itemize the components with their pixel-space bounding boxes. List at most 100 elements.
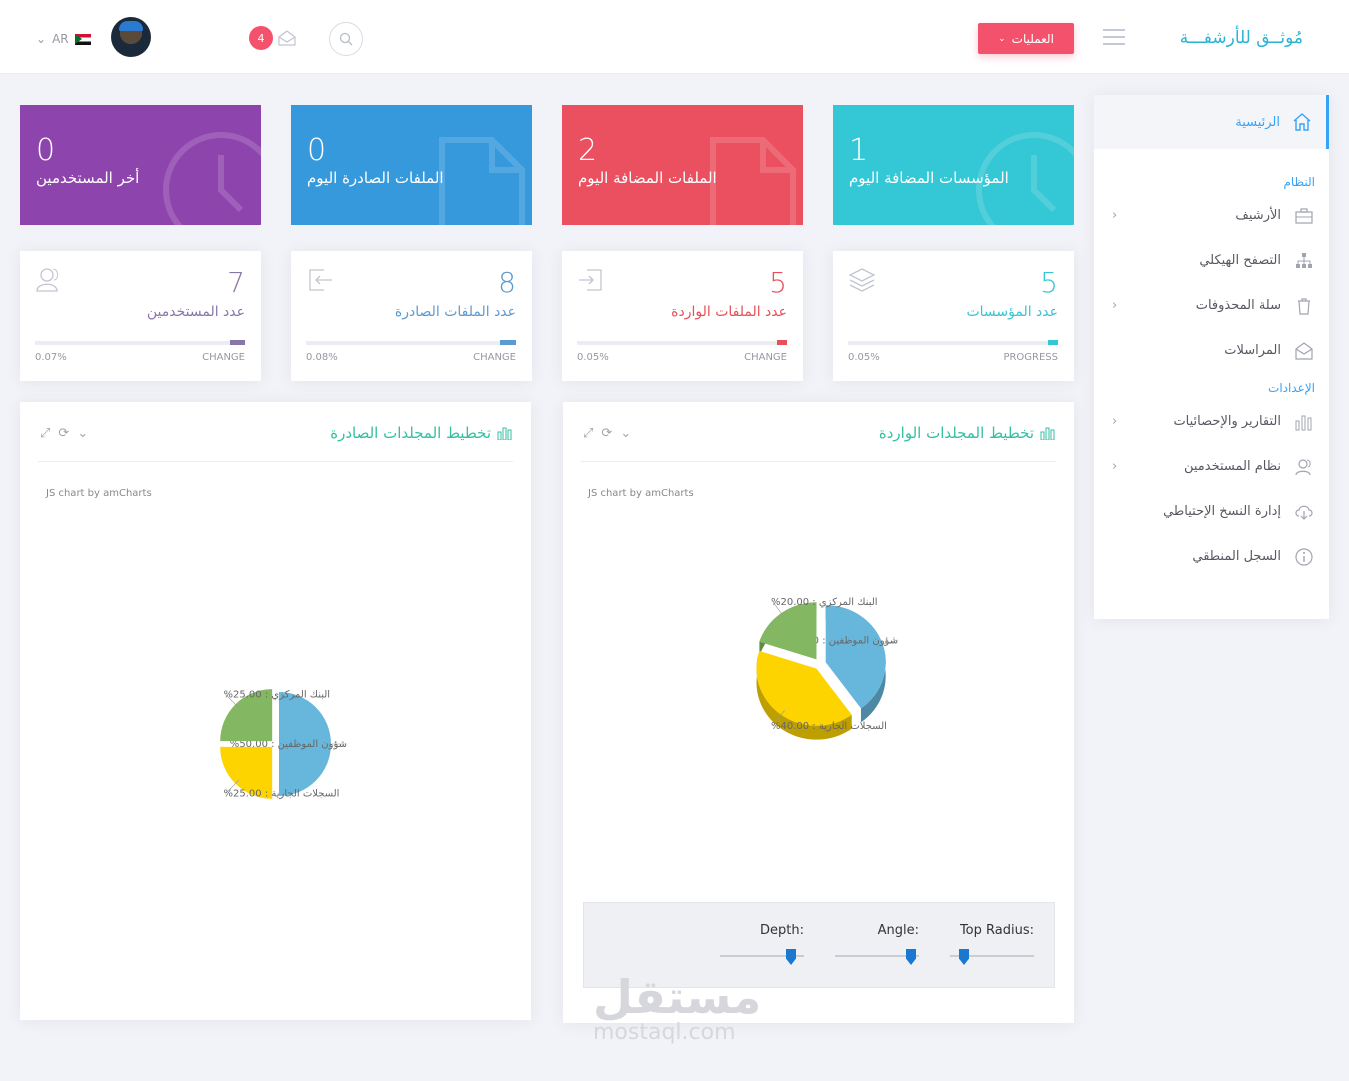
outgoing-pie-chart: شؤون الموظفين : 50.00% السجلات الجارية : …	[220, 689, 347, 799]
language-selector[interactable]: ⌄ AR	[36, 32, 91, 46]
slider-thumb[interactable]	[959, 949, 969, 965]
brand-logo[interactable]: مُوثــق للأرشفـــة	[1179, 28, 1303, 48]
tile-value: 0	[307, 133, 327, 168]
sidebar-item-label: التقارير والإحصائيات	[1173, 414, 1281, 429]
pie-data-label: السجلات الجارية : 40.00%	[771, 721, 887, 732]
portlet-tools: ⤢ ⟳ ⌄	[40, 426, 88, 441]
sidebar-item[interactable]: إدارة النسخ الإحتياطي	[1094, 489, 1329, 534]
portlet-header: تخطيط المجلدات الصادرة ⤢ ⟳ ⌄	[38, 402, 513, 462]
progress-bar	[848, 340, 1058, 345]
users-icon	[1293, 456, 1315, 478]
chart-controls: Top Radius: Angle: Depth:	[583, 902, 1055, 988]
menu-toggle-icon[interactable]	[1103, 29, 1125, 45]
pie-label-line	[225, 694, 240, 709]
progress-fill	[1047, 340, 1058, 345]
slider-thumb[interactable]	[786, 949, 796, 965]
slider-thumb[interactable]	[906, 949, 916, 965]
bar-chart-icon	[497, 427, 512, 440]
tile-value: 0	[36, 133, 56, 168]
counter-status: PROGRESS	[1003, 352, 1058, 363]
pie-data-label: السجلات الجارية : 25.00%	[224, 788, 340, 799]
expand-icon[interactable]: ⤢	[583, 426, 594, 441]
layers-icon	[848, 268, 876, 292]
pie-slice[interactable]	[759, 602, 817, 660]
sidebar-item[interactable]: الأرشيف ‹	[1094, 193, 1329, 238]
chevron-left-icon: ‹	[1112, 414, 1118, 429]
pie-slice[interactable]	[756, 650, 852, 726]
tile-label: أخر المستخدمين	[36, 169, 140, 187]
top-radius-label: Top Radius:	[959, 923, 1034, 938]
bar-chart-icon	[1040, 427, 1055, 440]
info-icon	[1293, 546, 1315, 568]
sidebar-item[interactable]: السجل المنطقي	[1094, 534, 1329, 579]
collapse-icon[interactable]: ⌄	[620, 426, 632, 441]
pie-data-label: البنك المركزي : 25.00%	[224, 690, 331, 701]
pie-slice[interactable]	[825, 605, 886, 709]
stat-tile[interactable]: 0 أخر المستخدمين	[20, 105, 261, 225]
sidebar-item-label: إدارة النسخ الإحتياطي	[1163, 504, 1281, 519]
counter-value: 5	[769, 266, 787, 299]
collapse-icon[interactable]: ⌄	[77, 426, 89, 441]
pie-slice[interactable]	[220, 689, 273, 742]
portlet-header: تخطيط المجلدات الواردة ⤢ ⟳ ⌄	[581, 402, 1056, 462]
depth-label: Depth:	[760, 923, 804, 938]
tile-label: الملفات المضافة اليوم	[578, 169, 717, 187]
counter-value: 7	[227, 266, 245, 299]
portlet-tools: ⤢ ⟳ ⌄	[583, 426, 631, 441]
chart-credit[interactable]: JS chart by amCharts	[46, 488, 152, 499]
sidebar-item[interactable]: المراسلات	[1094, 328, 1329, 373]
sidebar-item-label: الأرشيف	[1235, 208, 1281, 223]
sidebar-item[interactable]: نظام المستخدمين ‹	[1094, 444, 1329, 489]
chart-credit[interactable]: JS chart by amCharts	[588, 488, 694, 499]
progress-bar	[306, 340, 516, 345]
reload-icon[interactable]: ⟳	[601, 426, 613, 441]
cloud-download-icon	[1293, 501, 1315, 523]
pie-data-label: البنك المركزي : 20.00%	[771, 597, 878, 608]
stat-tile[interactable]: 0 الملفات الصادرة اليوم	[291, 105, 532, 225]
pie-label-line	[876, 640, 897, 647]
mail-open-icon	[1293, 340, 1315, 362]
pie-slice[interactable]	[279, 692, 331, 796]
stat-tile[interactable]: 1 المؤسسات المضافة اليوم	[833, 105, 1074, 225]
counter-title: عدد المؤسسات	[966, 304, 1058, 320]
sidebar-item-home[interactable]: الرئيسية	[1094, 95, 1329, 149]
incoming-folders-chart-portlet: تخطيط المجلدات الواردة ⤢ ⟳ ⌄ JS chart by…	[563, 402, 1074, 1023]
top-radius-slider[interactable]	[950, 949, 1034, 965]
stat-tile[interactable]: 2 الملفات المضافة اليوم	[562, 105, 803, 225]
counter-card: 8 عدد الملفات الصادرة 0.08% CHANGE	[291, 251, 532, 381]
reload-icon[interactable]: ⟳	[58, 426, 70, 441]
portlet-title: تخطيط المجلدات الصادرة	[330, 424, 513, 442]
tile-bg-icon	[163, 132, 261, 225]
tile-value: 2	[578, 133, 598, 168]
operations-button[interactable]: العمليات ⌄	[978, 23, 1074, 54]
sidebar-item[interactable]: سلة المحذوفات ‹	[1094, 283, 1329, 328]
sidebar-item[interactable]: التقارير والإحصائيات ‹	[1094, 399, 1329, 444]
counter-title: عدد المستخدمين	[146, 304, 245, 320]
pie-slice[interactable]	[220, 746, 273, 799]
mail-open-icon	[278, 30, 296, 46]
search-button[interactable]	[329, 22, 363, 56]
angle-slider[interactable]	[835, 949, 919, 965]
sidebar-section-system: النظام	[1283, 175, 1315, 189]
progress-fill	[230, 340, 245, 345]
counter-status: CHANGE	[744, 352, 787, 363]
user-avatar[interactable]	[111, 17, 151, 57]
sidebar-item-label: نظام المستخدمين	[1183, 459, 1281, 474]
chevron-left-icon: ‹	[1112, 298, 1118, 313]
portlet-title: تخطيط المجلدات الواردة	[879, 424, 1056, 442]
chevron-left-icon: ‹	[1112, 459, 1118, 474]
progress-fill	[500, 340, 516, 345]
pie-label-line	[772, 601, 785, 619]
language-code: AR	[52, 32, 69, 46]
sidebar-item[interactable]: التصفح الهيكلي	[1094, 238, 1329, 283]
counter-value: 8	[498, 266, 516, 299]
counter-card: 5 عدد الملفات الواردة 0.05% CHANGE	[562, 251, 803, 381]
tile-bg-icon	[710, 137, 796, 225]
outgoing-folders-chart-portlet: تخطيط المجلدات الصادرة ⤢ ⟳ ⌄ JS chart by…	[20, 402, 531, 1020]
counter-card: 5 عدد المؤسسات 0.05% PROGRESS	[833, 251, 1074, 381]
trash-icon	[1293, 295, 1315, 317]
depth-slider[interactable]	[720, 949, 804, 965]
sign-out-icon	[309, 269, 332, 291]
sidebar-home-label: الرئيسية	[1235, 114, 1280, 130]
expand-icon[interactable]: ⤢	[40, 426, 51, 441]
